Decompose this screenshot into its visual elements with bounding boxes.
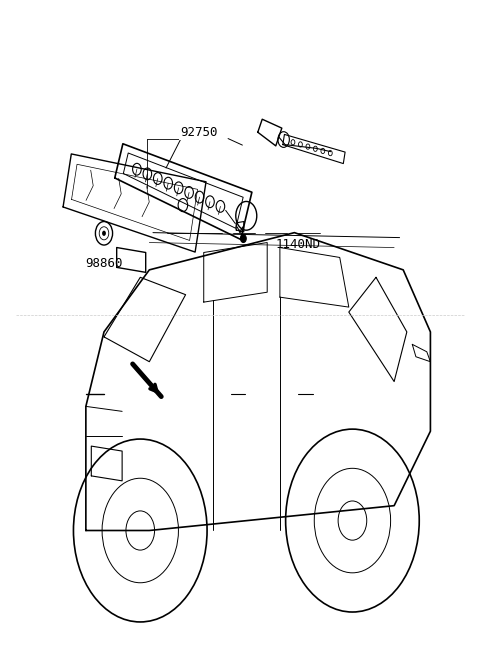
Text: 98860: 98860 — [85, 258, 122, 270]
Text: 92750: 92750 — [180, 125, 218, 138]
Text: 1140ND: 1140ND — [276, 238, 321, 251]
Circle shape — [240, 235, 246, 243]
Circle shape — [102, 231, 106, 236]
